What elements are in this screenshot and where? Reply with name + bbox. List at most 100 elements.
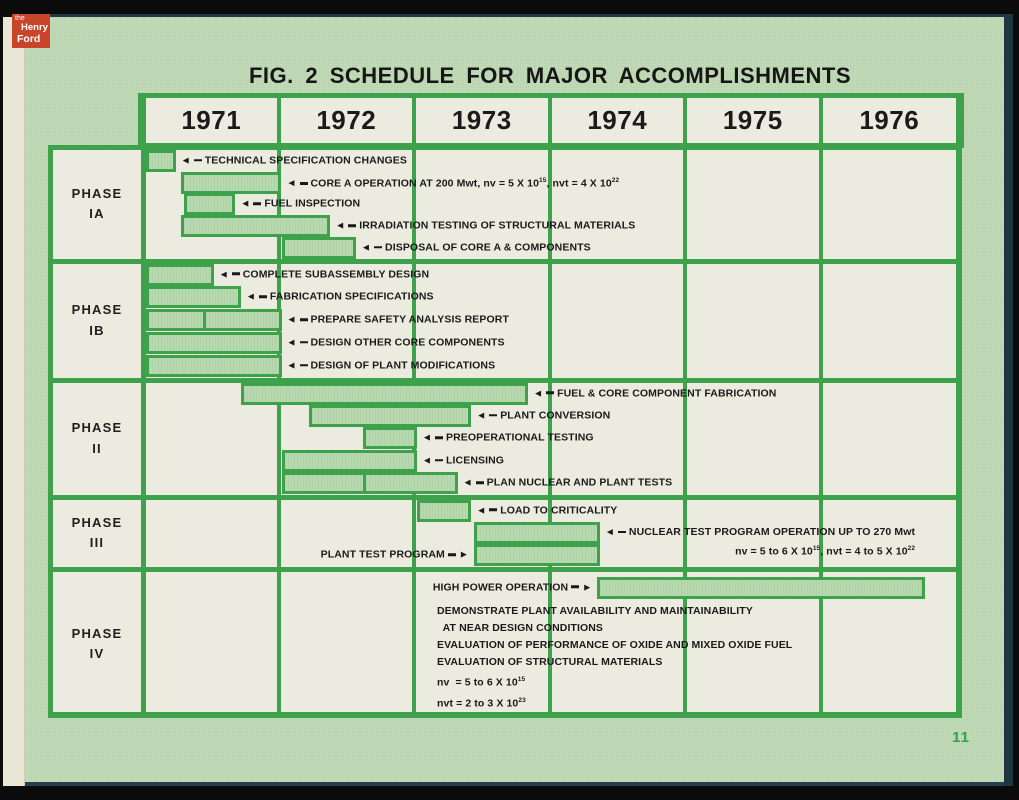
year-header-divider (276, 98, 281, 143)
phase-row-separator (53, 377, 956, 383)
task-label-subline: nv = 5 to 6 X 1015, nvt = 4 to 5 X 1022 (735, 545, 916, 558)
phase-column-divider (141, 150, 146, 712)
task-label: ◄ DESIGN OTHER CORE COMPONENTS (286, 336, 505, 349)
year-header-label-1971: 1971 (181, 105, 242, 135)
arrow-left-icon: ◄ (240, 198, 264, 210)
bar-split-line (202, 311, 206, 330)
task-label: ◄ LICENSING (422, 453, 505, 466)
task-label-line: ◄ NUCLEAR TEST PROGRAM OPERATION UP TO 27… (604, 525, 916, 538)
figure-title: FIG. 2 SCHEDULE FOR MAJOR ACCOMPLISHMENT… (248, 63, 852, 88)
henry-ford-logo: the Henry Ford (12, 14, 50, 48)
task-label: ◄ LOAD TO CRITICALITY (476, 503, 618, 516)
year-header-label-1974: 1974 (587, 105, 648, 135)
phase-label-line: III (89, 535, 105, 550)
note-line: EVALUATION OF STRUCTURAL MATERIALS (437, 656, 663, 668)
phase-label-line: IB (89, 322, 105, 338)
phase-label-line: PHASE (71, 420, 123, 436)
task-label: ◄ IRRADIATION TESTING OF STRUCTURAL MATER… (335, 219, 636, 232)
schedule-table-body: PHASE IA ◄ TECHNICAL SPECIFICATION CHANGES ◄… (48, 145, 962, 718)
task-label: ◄ FUEL INSPECTION (240, 197, 361, 210)
gantt-bar-IB-5 (146, 354, 282, 377)
gantt-bar-IV-1 (597, 576, 926, 599)
gantt-bar-IA-3 (183, 193, 236, 216)
arrow-right-icon: ► (568, 581, 592, 593)
phase-label-line: PHASE (71, 186, 123, 202)
gantt-bar-II-5 (281, 472, 458, 495)
note-line: DEMONSTRATE PLANT AVAILABILITY AND MAINT… (437, 605, 753, 617)
arrow-left-icon: ◄ (605, 526, 629, 538)
year-header-label-1972: 1972 (316, 105, 377, 135)
note-line: nv = 5 to 6 X 1015 (437, 676, 526, 689)
phase-label-line: PHASE (71, 514, 123, 530)
arrow-left-icon: ◄ (246, 291, 270, 303)
phase-label-II: PHASE II (53, 383, 141, 495)
gantt-bar-IB-3 (146, 309, 282, 332)
arrow-left-icon: ◄ (219, 268, 243, 280)
year-header-label-1973: 1973 (451, 105, 512, 135)
year-header-label-1975: 1975 (722, 105, 783, 135)
bar-split-line (362, 474, 366, 493)
task-label: PLANT TEST PROGRAM ► (320, 548, 469, 561)
gantt-bar-II-4 (281, 449, 417, 472)
year-gridline (683, 150, 687, 712)
year-header-divider (547, 98, 552, 143)
task-label: ◄ PLANT CONVERSION (476, 409, 611, 422)
gantt-bar-II-1 (240, 382, 529, 405)
arrow-right-icon: ► (445, 548, 469, 560)
year-header-row: 1971 1972 1973 1974 1975 1976 (138, 93, 964, 148)
task-label: ◄ PREOPERATIONAL TESTING (422, 431, 594, 444)
year-header-divider (683, 98, 687, 143)
arrow-left-icon: ◄ (463, 476, 487, 488)
task-label: ◄ DISPOSAL OF CORE A & COMPONENTS (361, 241, 591, 254)
table-inner-background (53, 150, 956, 712)
logo-ford: Ford (17, 33, 41, 45)
gantt-bar-IA-1 (146, 150, 176, 172)
year-gridline (547, 150, 552, 712)
arrow-left-icon: ◄ (476, 504, 500, 516)
gantt-bar-II-3 (362, 427, 417, 450)
year-gridline (818, 150, 823, 712)
note-line: EVALUATION OF PERFORMANCE OF OXIDE AND M… (437, 639, 793, 651)
page-number: 11 (952, 729, 970, 746)
phase-label-line: IA (89, 206, 105, 222)
phase-label-line: II (92, 440, 102, 456)
gantt-bar-III-1 (417, 499, 472, 522)
gantt-bar-II-2 (308, 404, 472, 427)
phase-row-separator (53, 494, 956, 500)
gantt-bar-IB-1 (146, 263, 214, 286)
gantt-bar-III-3 (473, 544, 600, 567)
task-label: ◄ COMPLETE SUBASSEMBLY DESIGN (218, 267, 430, 280)
gantt-bar-IB-4 (146, 331, 282, 354)
notes-block: DEMONSTRATE PLANT AVAILABILITY AND MAINT… (437, 603, 792, 712)
task-label: ◄ CORE A OPERATION AT 200 Mwt, nv = 5 X 1… (286, 176, 620, 190)
gantt-bar-IA-2 (181, 171, 282, 194)
book-edge-strip (3, 17, 25, 786)
phase-row-separator (53, 566, 956, 572)
phase-row-separator (53, 258, 956, 264)
task-label: ◄ NUCLEAR TEST PROGRAM OPERATION UP TO 27… (605, 524, 915, 561)
logo-henry: Henry (21, 22, 48, 33)
arrow-left-icon: ◄ (533, 387, 557, 399)
year-gridline (276, 150, 281, 712)
gantt-bar-III-2 (473, 521, 600, 544)
year-header-label-1976: 1976 (859, 105, 920, 135)
logo-the: the (15, 15, 25, 22)
gantt-bar-IB-2 (146, 286, 241, 309)
note-line: nvt = 2 to 3 X 1023 (437, 696, 526, 710)
phase-label-line: PHASE (71, 302, 123, 318)
task-label: HIGH POWER OPERATION ► (432, 580, 593, 593)
phase-label-IV: PHASE IV (53, 577, 141, 713)
task-label: ◄ TECHNICAL SPECIFICATION CHANGES (180, 154, 408, 167)
arrow-left-icon: ◄ (422, 432, 446, 444)
arrow-left-icon: ◄ (361, 241, 385, 253)
task-label: ◄ FABRICATION SPECIFICATIONS (245, 290, 434, 303)
arrow-left-icon: ◄ (422, 454, 446, 466)
gantt-bar-IA-5 (281, 236, 357, 259)
arrow-left-icon: ◄ (287, 313, 311, 325)
phase-label-IB: PHASE IB (53, 264, 141, 378)
task-label: ◄ DESIGN OF PLANT MODIFICATIONS (286, 358, 496, 371)
arrow-left-icon: ◄ (287, 359, 311, 371)
gantt-bar-IA-4 (181, 215, 331, 238)
task-label: ◄ PLAN NUCLEAR AND PLANT TESTS (462, 476, 673, 489)
phase-label-line: IV (89, 646, 105, 662)
